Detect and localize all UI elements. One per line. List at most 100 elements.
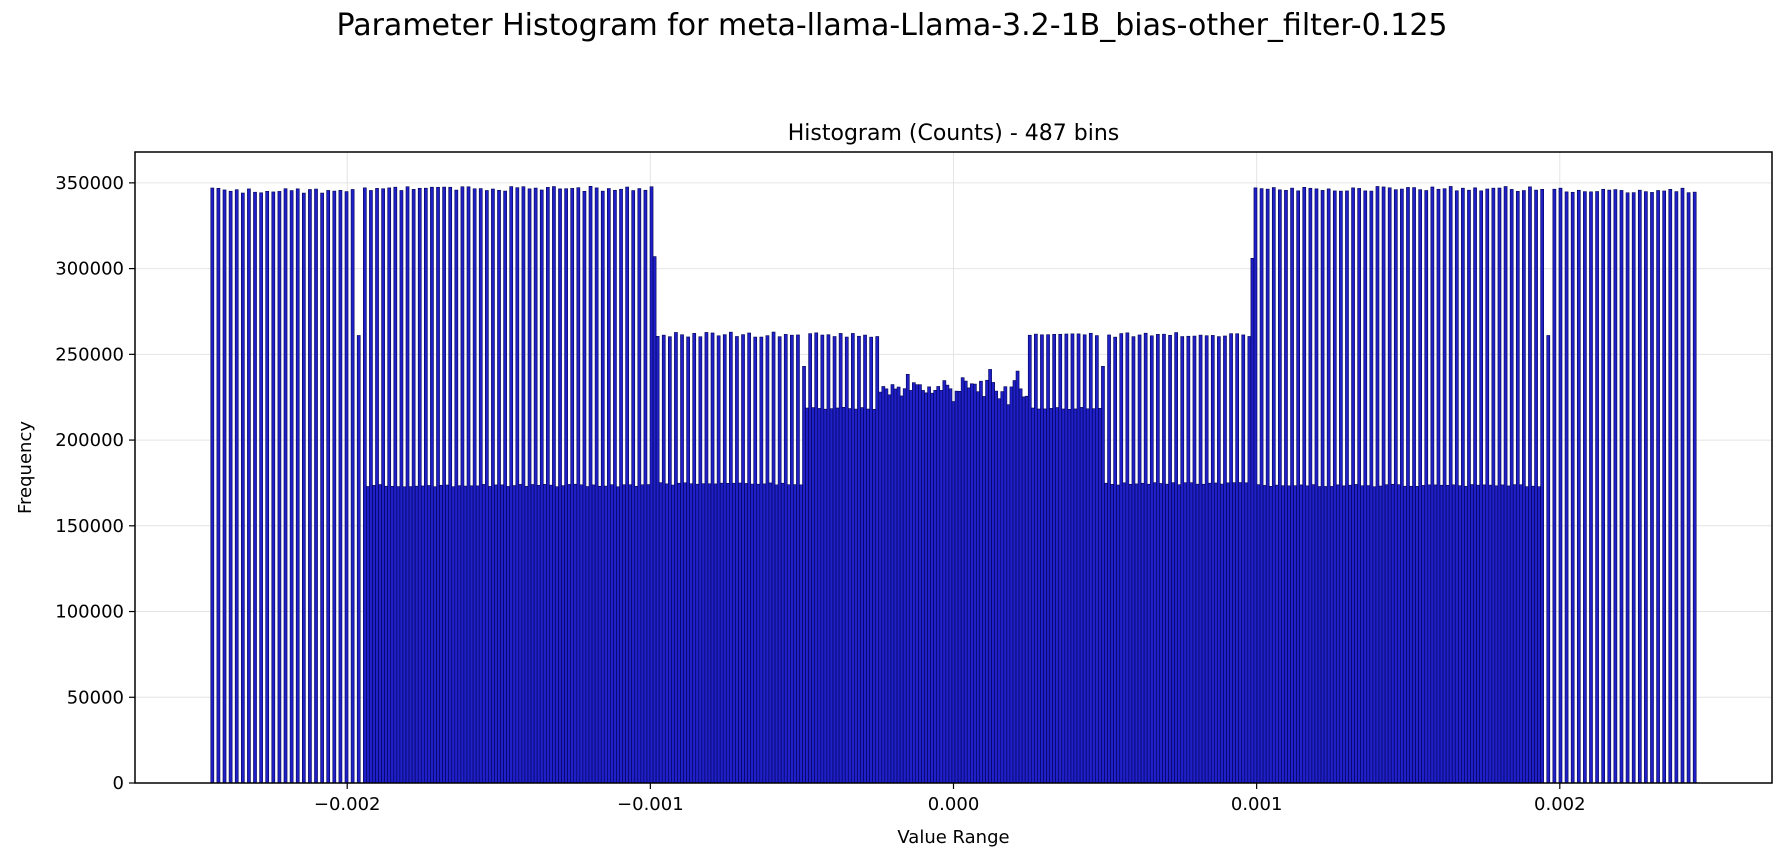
- histogram-bar: [405, 186, 410, 784]
- histogram-bar: [460, 186, 465, 784]
- histogram-bar: [1091, 408, 1096, 784]
- histogram-bar: [646, 484, 651, 784]
- y-tick-label: 200000: [55, 430, 124, 451]
- histogram-bar: [860, 407, 864, 784]
- histogram-bar: [481, 484, 486, 784]
- histogram-bar: [570, 188, 575, 784]
- histogram-bar: [1467, 189, 1471, 784]
- histogram-bar: [1494, 485, 1499, 784]
- histogram-bar: [573, 483, 578, 784]
- histogram-bar: [399, 190, 404, 784]
- histogram-bar: [430, 186, 434, 784]
- histogram-bar: [912, 382, 916, 784]
- histogram-bar: [1378, 485, 1383, 784]
- histogram-bar: [1009, 386, 1014, 784]
- histogram-bar: [939, 390, 944, 784]
- histogram-bar: [1110, 483, 1114, 784]
- histogram-bar: [866, 408, 870, 784]
- histogram-bar: [1259, 188, 1264, 784]
- histogram-bar: [1003, 386, 1008, 784]
- histogram-bar: [741, 334, 745, 784]
- histogram-bar: [747, 332, 751, 784]
- histogram-bar: [1454, 190, 1459, 784]
- histogram-bar: [857, 335, 861, 784]
- histogram-bar: [564, 188, 568, 784]
- histogram-bar: [933, 390, 938, 784]
- histogram-bar: [774, 484, 779, 784]
- histogram-bar: [664, 483, 669, 784]
- histogram-bar: [1162, 333, 1166, 784]
- histogram-bar: [1537, 486, 1541, 784]
- histogram-bar: [591, 484, 596, 784]
- histogram-bar: [826, 334, 831, 784]
- histogram-bar: [1461, 187, 1465, 784]
- x-tick-label: −0.002: [314, 794, 381, 815]
- histogram-bar: [960, 377, 965, 784]
- histogram-bar: [1387, 187, 1392, 784]
- histogram-bar: [1546, 335, 1551, 784]
- y-tick-label: 0: [113, 773, 124, 794]
- histogram-bar: [982, 396, 986, 784]
- histogram-bar: [1311, 484, 1316, 784]
- histogram-bar: [1104, 482, 1108, 784]
- histogram-bar: [979, 380, 983, 784]
- histogram-bar: [1204, 335, 1209, 784]
- histogram-bar: [387, 187, 392, 784]
- histogram-bar: [1274, 484, 1279, 784]
- histogram-bar: [1271, 187, 1276, 784]
- histogram-bar: [1152, 482, 1157, 784]
- histogram-bar: [1656, 190, 1660, 784]
- histogram-bar: [1320, 190, 1325, 784]
- y-tick-label: 350000: [55, 173, 124, 194]
- histogram-bar: [997, 398, 1002, 784]
- histogram-bar: [234, 189, 239, 784]
- histogram-bar: [1107, 334, 1111, 784]
- histogram-bar: [1400, 188, 1404, 784]
- histogram-bar: [491, 188, 495, 784]
- histogram-bar: [301, 192, 306, 784]
- histogram-bar: [976, 391, 980, 784]
- histogram-bar: [402, 486, 407, 784]
- histogram-bar: [1156, 334, 1160, 784]
- histogram-bar: [902, 388, 907, 784]
- histogram-bar: [350, 189, 355, 784]
- histogram-bar: [1268, 486, 1273, 784]
- histogram-bar: [561, 485, 565, 784]
- histogram-bar: [1159, 483, 1163, 784]
- histogram-bar: [582, 191, 587, 784]
- histogram-bar: [1342, 485, 1346, 784]
- histogram-bar: [1485, 188, 1490, 784]
- y-axis-label: Frequency: [15, 421, 36, 514]
- histogram-bar: [732, 482, 736, 784]
- histogram-bar: [677, 482, 681, 784]
- histogram-bar: [832, 336, 837, 784]
- histogram-bar: [1201, 483, 1206, 784]
- histogram-bar: [1418, 189, 1422, 784]
- histogram-bar: [948, 388, 953, 784]
- histogram-bar: [762, 483, 767, 784]
- histogram-bar: [1570, 191, 1575, 784]
- histogram-bar: [1500, 484, 1505, 784]
- histogram-bar: [427, 485, 431, 784]
- histogram-bar: [1479, 190, 1484, 784]
- histogram-bar: [1070, 333, 1075, 784]
- histogram-bar: [1335, 484, 1340, 784]
- histogram-bar: [692, 333, 697, 784]
- histogram-bar: [1439, 484, 1444, 784]
- histogram-bar: [1595, 191, 1599, 784]
- chart-title: Histogram (Counts) - 487 bins: [788, 121, 1119, 146]
- histogram-bar: [936, 386, 941, 784]
- histogram-bar: [1189, 482, 1194, 784]
- histogram-bar: [1229, 333, 1233, 784]
- histogram-bar: [597, 485, 602, 784]
- histogram-bar: [957, 390, 962, 784]
- histogram-bar: [625, 186, 629, 784]
- histogram-bar: [695, 483, 700, 784]
- histogram-bar: [417, 187, 422, 784]
- histogram-bar: [1558, 187, 1563, 784]
- histogram-bar: [1290, 187, 1294, 784]
- histogram-bar: [1329, 486, 1334, 784]
- histogram-bar: [320, 192, 324, 784]
- histogram-bar: [844, 336, 849, 784]
- histogram-bar: [1488, 484, 1493, 784]
